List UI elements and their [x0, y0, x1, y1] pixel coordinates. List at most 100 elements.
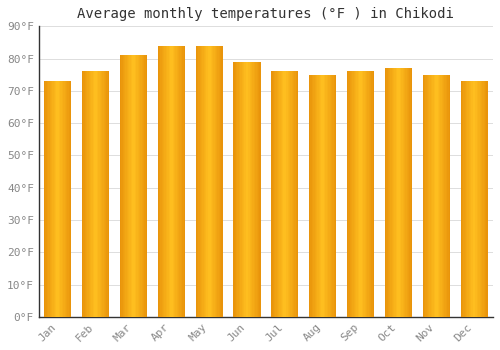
- Bar: [438, 75, 439, 317]
- Bar: [432, 75, 434, 317]
- Bar: [424, 75, 426, 317]
- Bar: [82, 71, 84, 317]
- Bar: [138, 55, 139, 317]
- Bar: [431, 75, 432, 317]
- Bar: [485, 81, 486, 317]
- Bar: [164, 46, 166, 317]
- Bar: [410, 68, 412, 317]
- Bar: [292, 71, 293, 317]
- Bar: [406, 68, 408, 317]
- Bar: [50, 81, 51, 317]
- Bar: [436, 75, 438, 317]
- Bar: [373, 71, 374, 317]
- Bar: [251, 62, 252, 317]
- Bar: [404, 68, 405, 317]
- Bar: [360, 71, 362, 317]
- Bar: [439, 75, 440, 317]
- Bar: [370, 71, 372, 317]
- Bar: [442, 75, 443, 317]
- Bar: [310, 75, 312, 317]
- Bar: [196, 46, 197, 317]
- Bar: [394, 68, 396, 317]
- Bar: [172, 46, 174, 317]
- Bar: [328, 75, 330, 317]
- Bar: [210, 46, 212, 317]
- Bar: [247, 62, 248, 317]
- Bar: [481, 81, 482, 317]
- Bar: [168, 46, 170, 317]
- Bar: [159, 46, 160, 317]
- Bar: [480, 81, 481, 317]
- Bar: [59, 81, 60, 317]
- Bar: [254, 62, 255, 317]
- Bar: [120, 55, 121, 317]
- Bar: [278, 71, 280, 317]
- Bar: [335, 75, 336, 317]
- Bar: [256, 62, 258, 317]
- Bar: [162, 46, 163, 317]
- Bar: [426, 75, 428, 317]
- Bar: [220, 46, 222, 317]
- Bar: [326, 75, 327, 317]
- Bar: [297, 71, 298, 317]
- Bar: [280, 71, 281, 317]
- Bar: [358, 71, 359, 317]
- Bar: [208, 46, 209, 317]
- Bar: [388, 68, 389, 317]
- Bar: [58, 81, 59, 317]
- Bar: [448, 75, 450, 317]
- Bar: [134, 55, 135, 317]
- Bar: [322, 75, 324, 317]
- Bar: [86, 71, 88, 317]
- Bar: [258, 62, 260, 317]
- Bar: [101, 71, 102, 317]
- Bar: [84, 71, 86, 317]
- Bar: [402, 68, 404, 317]
- Bar: [396, 68, 397, 317]
- Bar: [408, 68, 410, 317]
- Bar: [139, 55, 140, 317]
- Bar: [92, 71, 93, 317]
- Bar: [470, 81, 472, 317]
- Bar: [105, 71, 106, 317]
- Bar: [163, 46, 164, 317]
- Bar: [222, 46, 223, 317]
- Bar: [68, 81, 70, 317]
- Bar: [398, 68, 400, 317]
- Bar: [484, 81, 485, 317]
- Bar: [94, 71, 96, 317]
- Bar: [272, 71, 274, 317]
- Bar: [240, 62, 242, 317]
- Bar: [327, 75, 328, 317]
- Bar: [252, 62, 254, 317]
- Bar: [63, 81, 64, 317]
- Bar: [202, 46, 203, 317]
- Bar: [473, 81, 474, 317]
- Bar: [132, 55, 134, 317]
- Bar: [144, 55, 146, 317]
- Bar: [468, 81, 470, 317]
- Bar: [359, 71, 360, 317]
- Bar: [331, 75, 332, 317]
- Bar: [174, 46, 176, 317]
- Bar: [248, 62, 250, 317]
- Bar: [96, 71, 97, 317]
- Bar: [368, 71, 370, 317]
- Bar: [347, 71, 348, 317]
- Bar: [477, 81, 478, 317]
- Bar: [286, 71, 288, 317]
- Bar: [136, 55, 138, 317]
- Bar: [64, 81, 66, 317]
- Bar: [313, 75, 314, 317]
- Bar: [181, 46, 182, 317]
- Bar: [290, 71, 292, 317]
- Bar: [464, 81, 466, 317]
- Bar: [238, 62, 239, 317]
- Bar: [56, 81, 58, 317]
- Bar: [178, 46, 180, 317]
- Bar: [44, 81, 46, 317]
- Bar: [276, 71, 278, 317]
- Bar: [466, 81, 468, 317]
- Bar: [446, 75, 447, 317]
- Bar: [201, 46, 202, 317]
